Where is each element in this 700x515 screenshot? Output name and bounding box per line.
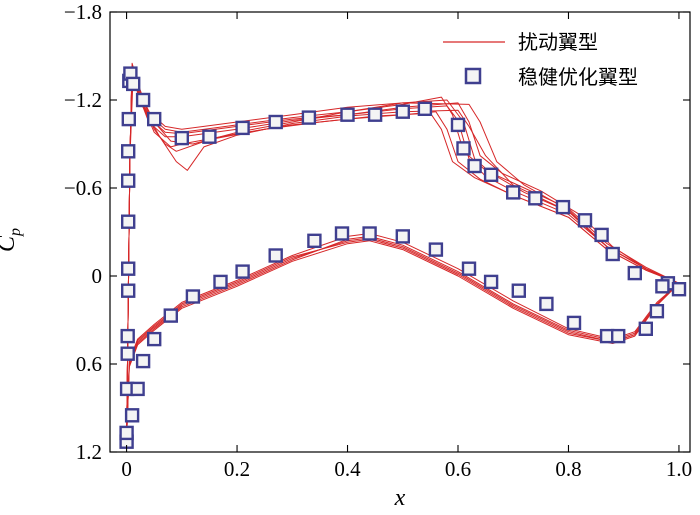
robust-marker-point [539, 296, 554, 312]
y-axis-label-main: C [0, 235, 20, 252]
robust-marker-point [566, 315, 582, 331]
robust-marker-point [120, 144, 136, 159]
x-tick-label: 0.8 [555, 457, 581, 481]
robust-marker-point [483, 274, 499, 290]
robust-marker-point [555, 199, 571, 215]
robust-marker-point [135, 92, 151, 108]
robust-marker-point [511, 283, 526, 298]
robust-marker-point [611, 328, 626, 344]
y-tick-label: −0.6 [64, 176, 102, 200]
robust-marker-point [125, 76, 141, 92]
robust-marker-point [213, 274, 228, 290]
robust-marker-point [268, 114, 283, 130]
legend-marker-swatch [464, 67, 482, 85]
y-tick-label: 0.6 [76, 352, 102, 376]
y-tick-label: −1.2 [64, 88, 102, 112]
robust-marker-point [146, 331, 162, 347]
plot-frame [109, 11, 691, 453]
robust-marker-point [119, 425, 134, 441]
robust-marker-point [367, 107, 383, 122]
x-tick-label: 1.0 [666, 457, 692, 481]
robust-marker-point [483, 167, 499, 183]
robust-marker-point [120, 346, 135, 361]
x-tick-label: 0.4 [334, 457, 361, 481]
robust-marker-point [594, 227, 609, 243]
robust-marker-point [202, 129, 217, 144]
y-axis-ticks: −1.8 −1.2 −0.6 0 0.6 1.2 [64, 0, 690, 464]
robust-marker-point [649, 304, 665, 319]
robust-marker-point [268, 248, 283, 263]
legend-label-perturbed: 扰动翼型 [518, 30, 598, 54]
y-axis-label-subscript: p [7, 228, 24, 237]
y-tick-label: 1.2 [76, 440, 102, 464]
robust-marker-point [362, 226, 377, 241]
robust-marker-point [121, 111, 137, 127]
robust-marker-point [456, 141, 471, 156]
robust-marker-point [135, 353, 151, 369]
legend-label-robust: 稳健优化翼型 [518, 65, 638, 89]
robust-marker-point [185, 289, 201, 304]
robust-marker-point [146, 111, 162, 127]
robust-marker-point [174, 130, 190, 146]
robust-marker-point [671, 282, 687, 297]
x-tick-label: 0 [121, 457, 132, 481]
robust-marker-point [120, 261, 136, 276]
robust-marker-point [638, 321, 653, 336]
robust-marker-point [340, 107, 355, 122]
robust-marker-point [124, 408, 140, 423]
robust-marker-point [467, 158, 482, 174]
robust-marker-point [395, 229, 410, 244]
robust-marker-point [301, 110, 317, 125]
robust-marker-point [235, 264, 250, 279]
robust-marker-point [130, 381, 145, 397]
robust-marker-point [120, 214, 136, 229]
x-axis-label: x [394, 485, 406, 511]
y-tick-label: −1.8 [64, 0, 102, 24]
x-tick-label: 0.6 [445, 457, 471, 481]
robust-optimized-markers [119, 66, 687, 449]
robust-marker-point [120, 283, 136, 298]
x-axis-ticks: 0 0.2 0.4 0.6 0.8 1.0 [121, 12, 692, 481]
robust-marker-point [307, 233, 322, 249]
robust-marker-point [627, 265, 642, 281]
robust-marker-point [450, 117, 466, 133]
legend: 扰动翼型 稳健优化翼型 [443, 30, 638, 89]
robust-marker-point [235, 120, 250, 136]
x-tick-label: 0.2 [224, 457, 250, 481]
robust-marker-point [528, 191, 543, 206]
robust-marker-point [417, 101, 433, 117]
robust-marker-point [655, 279, 670, 294]
robust-marker-point [605, 246, 620, 262]
y-tick-label: 0 [92, 264, 103, 288]
robust-marker-point [120, 328, 135, 344]
robust-marker-point [334, 226, 350, 241]
robust-marker-point [461, 261, 477, 276]
robust-marker-point [577, 213, 593, 228]
robust-marker-point [395, 104, 410, 119]
robust-marker-point [506, 185, 521, 200]
robust-marker-point [120, 173, 136, 188]
y-axis-label: Cp [0, 228, 24, 252]
robust-marker-point [428, 242, 444, 257]
robust-marker-point [163, 308, 179, 323]
